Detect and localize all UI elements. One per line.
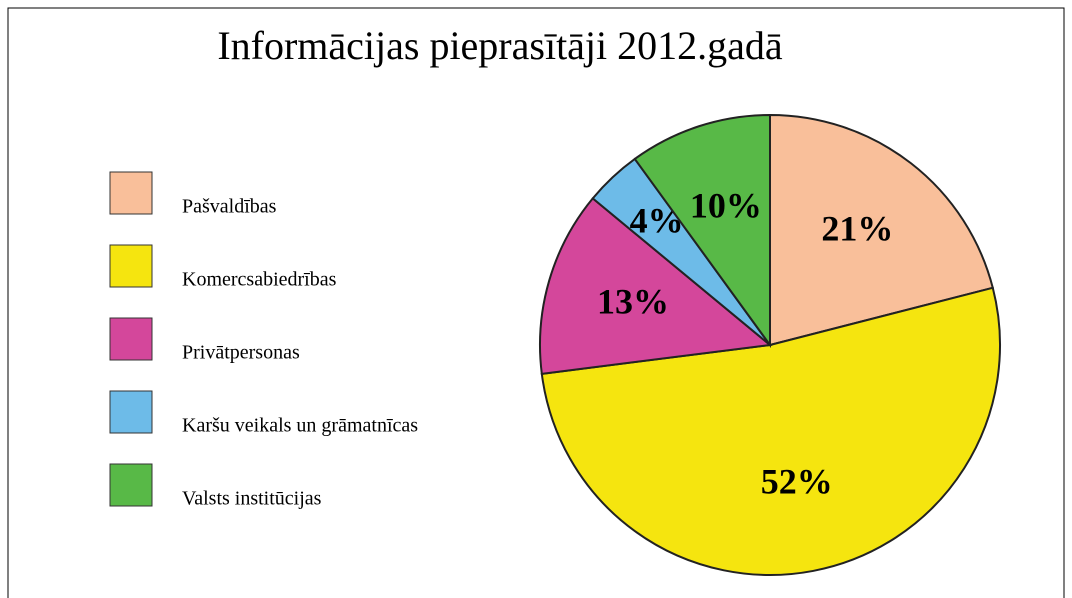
frame	[7, 7, 1065, 598]
legend-label: Karšu veikals un grāmatnīcas	[182, 415, 418, 437]
legend-swatch	[109, 171, 153, 215]
legend-label: Pašvaldības	[182, 196, 277, 218]
legend-swatch	[109, 317, 153, 361]
legend-swatch	[109, 244, 153, 288]
legend-swatch	[109, 463, 153, 507]
legend-label: Privātpersonas	[182, 342, 300, 364]
pie-slice	[769, 113, 994, 347]
value-label: 52%	[761, 461, 833, 501]
pie-slice	[633, 113, 771, 349]
value-label: 21%	[821, 209, 893, 249]
value-label: 10%	[690, 186, 762, 226]
legend-swatch	[109, 390, 153, 434]
legend-label: Komercsabiedrības	[182, 269, 337, 291]
pie-slice	[539, 196, 773, 375]
chart-title: Informācijas pieprasītāji 2012.gadā	[217, 23, 783, 68]
value-label: 13%	[597, 281, 669, 321]
legend-label: Valsts institūcijas	[182, 488, 322, 510]
